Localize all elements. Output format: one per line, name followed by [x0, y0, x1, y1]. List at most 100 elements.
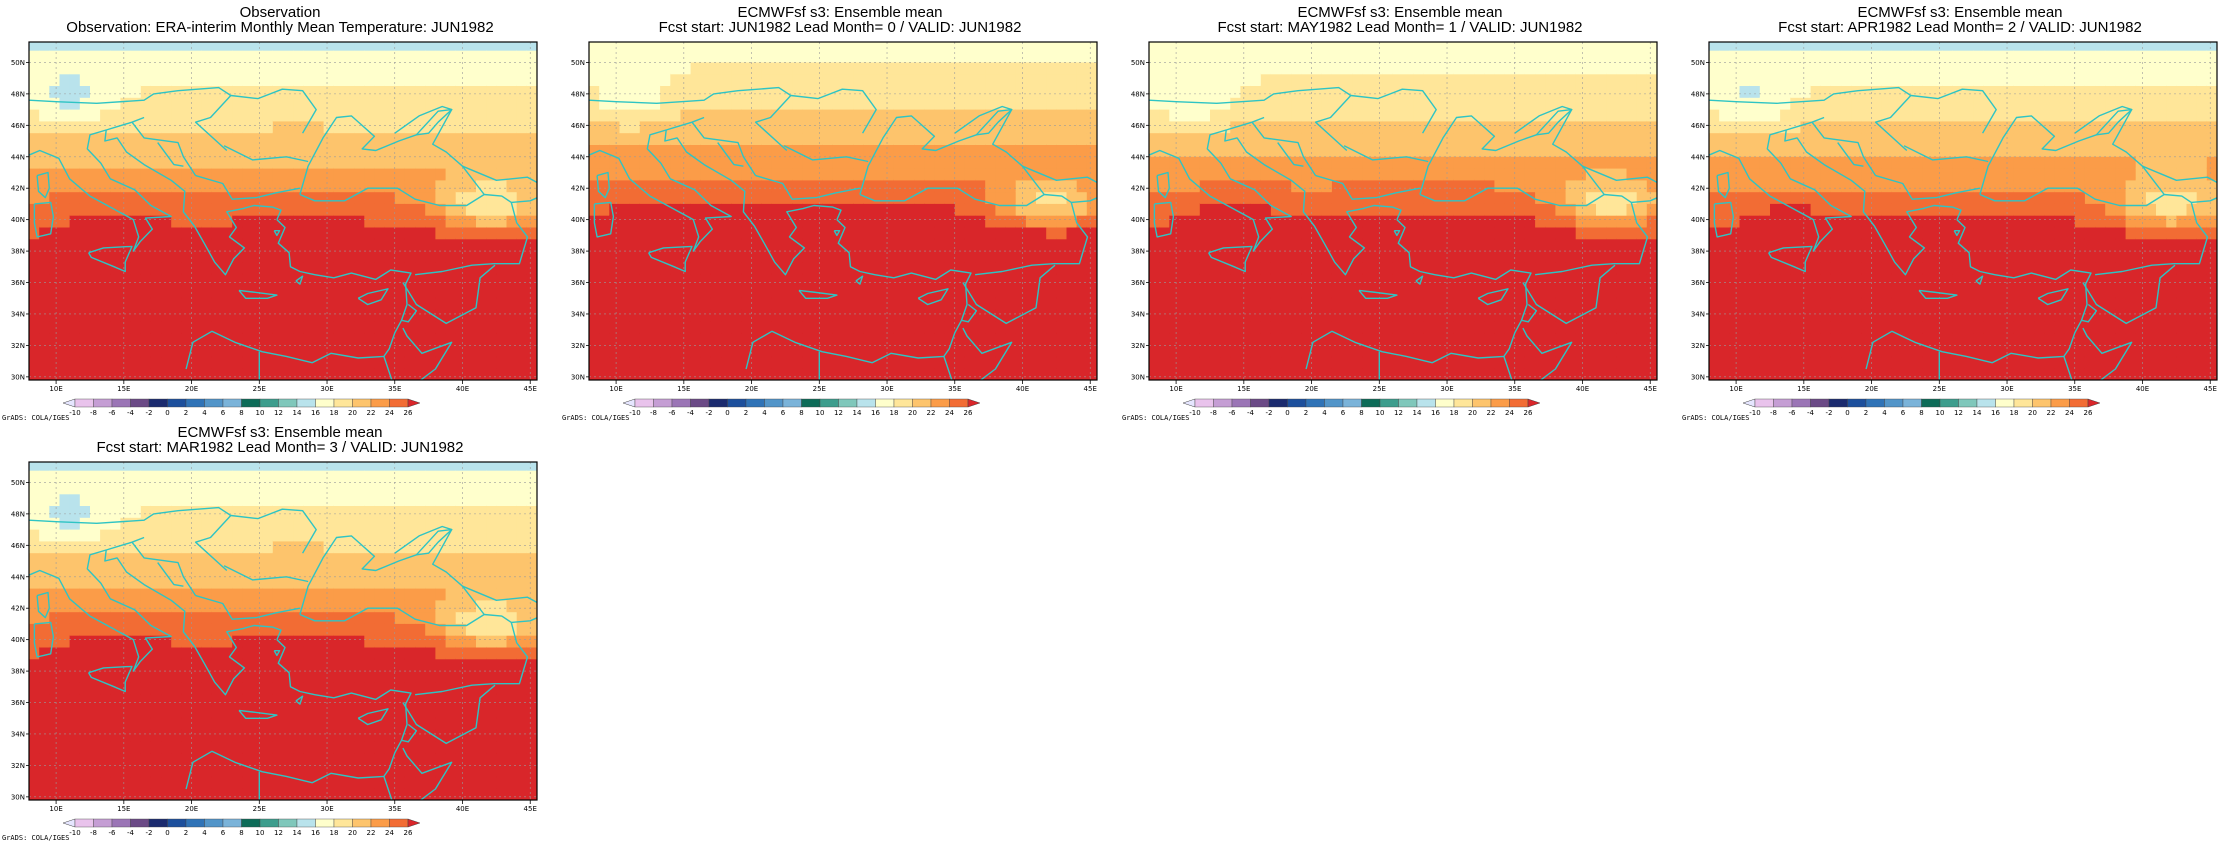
grid-cell	[527, 203, 538, 216]
grid-cell	[517, 298, 528, 311]
grid-cell	[283, 203, 294, 216]
grid-cell	[945, 62, 956, 75]
grid-cell	[1190, 168, 1201, 181]
grid-cell	[466, 345, 477, 358]
grid-cell	[1616, 62, 1627, 75]
grid-cell	[273, 97, 284, 110]
grid-cell	[314, 168, 325, 181]
grid-cell	[1087, 156, 1098, 169]
grid-cell	[1261, 156, 1272, 169]
grid-cell	[924, 73, 935, 86]
grid-cell	[1149, 168, 1160, 181]
grid-cell	[589, 309, 600, 322]
grid-cell	[507, 333, 518, 346]
grid-cell	[792, 156, 803, 169]
grid-cell	[945, 250, 956, 263]
grid-cell	[1077, 85, 1088, 98]
grid-cell	[80, 356, 91, 369]
grid-cell	[660, 356, 671, 369]
grid-cell	[70, 286, 81, 299]
grid-cell	[955, 168, 966, 181]
colorbar-swatch	[186, 399, 205, 407]
grid-cell	[70, 62, 81, 75]
grid-cell	[1444, 203, 1455, 216]
grid-cell	[344, 309, 355, 322]
grid-cell	[1454, 239, 1465, 252]
grid-cell	[171, 50, 182, 63]
grid-cell	[253, 168, 264, 181]
grid-cell	[782, 274, 793, 287]
grid-cell	[1760, 50, 1771, 63]
grid-cell	[80, 333, 91, 346]
grid-cell	[752, 239, 763, 252]
grid-cell	[1261, 356, 1272, 369]
grid-cell	[517, 132, 528, 145]
grid-cell	[1077, 180, 1088, 193]
grid-cell	[354, 250, 365, 263]
grid-cell	[425, 286, 436, 299]
grid-cell	[1545, 85, 1556, 98]
grid-cell	[232, 286, 243, 299]
grid-cell	[374, 298, 385, 311]
grid-cell	[874, 239, 885, 252]
grid-cell	[1291, 309, 1302, 322]
grid-cell	[151, 85, 162, 98]
grid-cell	[620, 250, 631, 263]
grid-cell	[1525, 180, 1536, 193]
grid-cell	[853, 215, 864, 228]
grid-cell	[965, 85, 976, 98]
grid-cell	[640, 333, 651, 346]
grid-cell	[670, 97, 681, 110]
grid-cell	[1180, 85, 1191, 98]
grid-cell	[283, 191, 294, 204]
grid-cell	[711, 298, 722, 311]
grid-cell	[415, 97, 426, 110]
grid-cell	[1770, 168, 1781, 181]
grid-cell	[202, 144, 213, 157]
grid-cell	[1606, 62, 1617, 75]
grid-cell	[1016, 274, 1027, 287]
grid-cell	[517, 333, 528, 346]
grid-cell	[1312, 62, 1323, 75]
grid-cell	[975, 85, 986, 98]
grid-cell	[1383, 321, 1394, 334]
grid-cell	[813, 156, 824, 169]
grid-cell	[1454, 227, 1465, 240]
grid-cell	[1149, 286, 1160, 299]
grid-cell	[1342, 168, 1353, 181]
grid-cell	[466, 286, 477, 299]
grid-cell	[1535, 180, 1546, 193]
grid-cell	[1474, 156, 1485, 169]
grid-cell	[731, 368, 742, 381]
grid-cell	[324, 345, 335, 358]
grid-cell	[1484, 50, 1495, 63]
grid-cell	[344, 286, 355, 299]
grid-cell	[1413, 50, 1424, 63]
grid-cell	[1545, 168, 1556, 181]
grid-cell	[1271, 262, 1282, 275]
grid-cell	[670, 321, 681, 334]
grid-cell	[1647, 250, 1658, 263]
grid-cell	[1627, 62, 1638, 75]
colorbar-label: 6	[221, 409, 226, 417]
grid-cell	[1362, 85, 1373, 98]
grid-cell	[620, 215, 631, 228]
grid-cell	[1056, 286, 1067, 299]
grid-cell	[1159, 274, 1170, 287]
grid-cell	[691, 250, 702, 263]
grid-cell	[1647, 227, 1658, 240]
grid-cell	[609, 97, 620, 110]
grid-cell	[1616, 356, 1627, 369]
grid-cell	[762, 356, 773, 369]
grid-cell	[833, 309, 844, 322]
grid-cell	[283, 50, 294, 63]
grid-cell	[914, 333, 925, 346]
grid-cell	[1616, 85, 1627, 98]
grid-cell	[1230, 191, 1241, 204]
grid-cell	[772, 298, 783, 311]
grid-cell	[904, 38, 915, 51]
grid-cell	[792, 38, 803, 51]
grid-cell	[303, 85, 314, 98]
grid-cell	[1067, 62, 1078, 75]
grid-cell	[904, 144, 915, 157]
